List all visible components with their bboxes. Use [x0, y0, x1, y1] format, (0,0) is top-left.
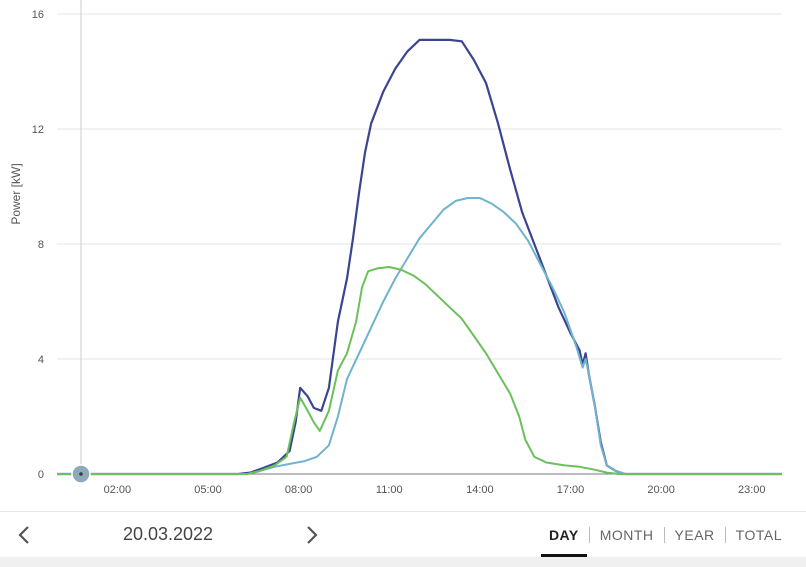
- tab-separator: [724, 527, 726, 543]
- x-tick-label: 05:00: [194, 484, 222, 496]
- y-tick-label: 12: [32, 124, 44, 136]
- series-line-2: [57, 197, 782, 475]
- chevron-right-icon: [307, 526, 318, 544]
- cursor-handle-dot: [79, 472, 83, 476]
- power-chart: 0 4 8 12 16 02:00 05:00 08:00 11:00 14:00 17:00 20:…: [9, 0, 782, 496]
- tab-day[interactable]: DAY: [539, 512, 589, 558]
- x-tick-label: 08:00: [285, 484, 313, 496]
- previous-day-button[interactable]: [10, 520, 38, 550]
- date-navigation-bar: 20.03.2022 DAY MONTH YEAR TOTAL: [0, 511, 806, 558]
- tab-total[interactable]: TOTAL: [735, 527, 782, 543]
- y-tick-label: 4: [38, 354, 44, 366]
- x-tick-label: 23:00: [738, 484, 766, 496]
- chevron-left-icon: [18, 526, 29, 544]
- selected-date[interactable]: 20.03.2022: [122, 524, 214, 544]
- y-tick-label: 0: [38, 469, 44, 481]
- tab-month[interactable]: MONTH: [599, 527, 654, 543]
- x-tick-label: 17:00: [557, 484, 585, 496]
- x-tick-label: 20:00: [647, 484, 675, 496]
- x-tick-label: 14:00: [466, 484, 494, 496]
- series-line-3: [57, 266, 782, 475]
- y-axis-label: Power [kW]: [9, 163, 23, 224]
- next-day-button[interactable]: [298, 520, 326, 550]
- x-tick-label: 11:00: [376, 484, 403, 496]
- tab-separator: [663, 527, 665, 543]
- tab-separator: [588, 527, 590, 543]
- period-tabs: DAY MONTH YEAR TOTAL: [539, 512, 792, 558]
- y-tick-label: 8: [38, 239, 44, 251]
- bottom-strip: [0, 557, 806, 567]
- tab-year[interactable]: YEAR: [674, 527, 715, 543]
- y-tick-label: 16: [32, 9, 44, 21]
- series-line-1: [57, 38, 782, 476]
- chart-svg: 0 4 8 12 16 02:00 05:00 08:00 11:00 14:00 17:00 20:…: [9, 0, 782, 496]
- x-tick-label: 02:00: [104, 484, 132, 496]
